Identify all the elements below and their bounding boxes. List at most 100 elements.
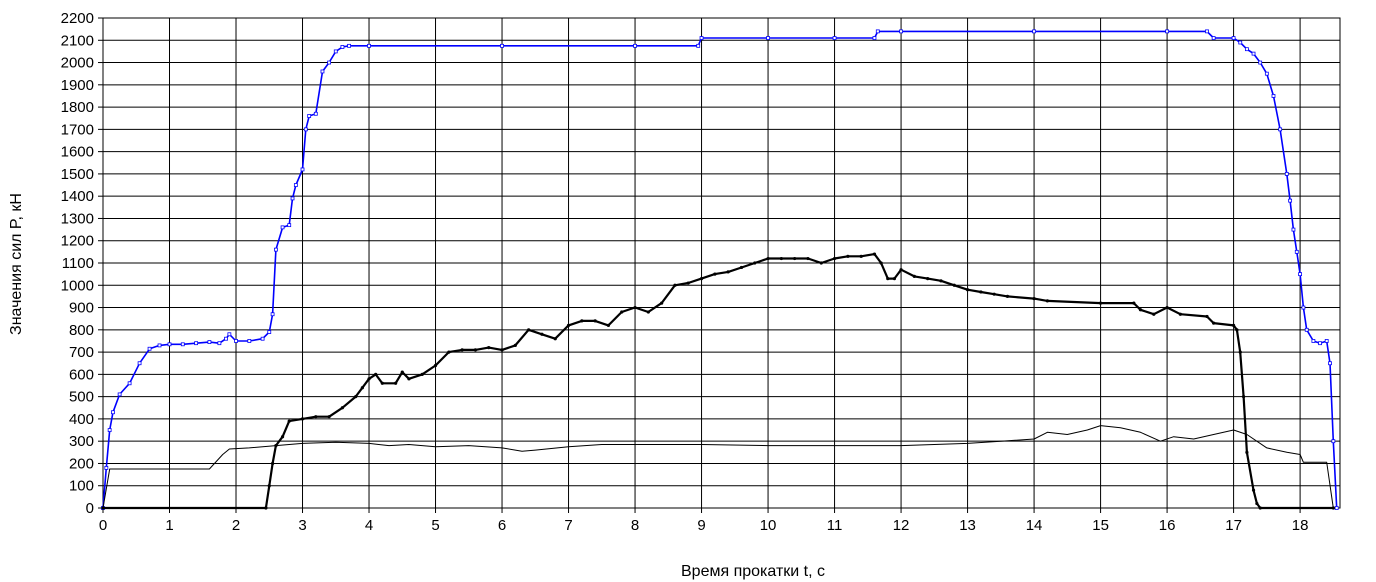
y-tick-label: 500 <box>69 389 94 406</box>
y-tick-label: 1400 <box>61 188 94 205</box>
series-2-point <box>1235 328 1239 332</box>
series-1-point <box>1264 71 1269 76</box>
x-axis-title: Время прокатки t, с <box>681 563 825 580</box>
series-2-point <box>892 276 897 281</box>
series-2-point <box>646 310 650 314</box>
x-tick-label: 7 <box>564 517 572 534</box>
series-line-3 <box>102 425 1334 509</box>
y-tick-label: 400 <box>69 411 94 428</box>
series-2-point <box>726 270 730 274</box>
series-2-point <box>832 256 837 261</box>
x-tick-label: 3 <box>298 517 306 534</box>
series-1-point <box>699 36 704 40</box>
series-2-point <box>886 276 890 281</box>
y-tick-label: 0 <box>86 500 94 517</box>
series-2-point <box>473 348 478 352</box>
series-1-point <box>307 114 312 118</box>
y-tick-label: 1200 <box>61 233 94 250</box>
series-2-point <box>753 261 757 265</box>
y-tick-label: 1900 <box>61 77 94 94</box>
series-2-point <box>1152 312 1156 316</box>
series-2-point <box>1138 308 1143 312</box>
series-1-point <box>234 339 238 343</box>
series-1-point <box>327 60 332 65</box>
series-2-point <box>899 268 903 272</box>
series-1-point <box>1205 29 1209 34</box>
series-2-point <box>1238 350 1242 354</box>
series-1-point <box>274 247 278 252</box>
series-1-point <box>1324 339 1329 343</box>
series-2-point <box>859 254 863 258</box>
series-2-point <box>1132 301 1136 305</box>
y-tick-label: 1700 <box>61 121 94 138</box>
series-1-point <box>500 43 504 48</box>
series-1-point <box>300 167 305 172</box>
series-1-point <box>1284 172 1289 176</box>
series-1-point <box>1304 327 1309 332</box>
y-tick-label: 800 <box>69 322 94 339</box>
series-2-point <box>1205 314 1209 319</box>
series-2-point <box>1098 301 1103 305</box>
series-2-point <box>314 415 318 419</box>
series-2-point <box>374 372 378 376</box>
x-tick-label: 4 <box>365 517 373 534</box>
series-2-point <box>580 319 584 323</box>
series-1-point <box>633 43 637 48</box>
series-1-point <box>280 225 285 230</box>
series-2-point <box>1045 299 1049 303</box>
y-tick-label: 300 <box>69 433 94 450</box>
series-2-point <box>926 276 930 281</box>
series-2-point <box>939 279 943 283</box>
x-tick-label: 15 <box>1092 517 1109 534</box>
x-tick-label: 2 <box>232 517 240 534</box>
series-1-point <box>696 43 701 48</box>
x-tick-label: 13 <box>959 517 976 534</box>
series-1-point <box>1251 51 1256 56</box>
series-2-point <box>952 283 956 287</box>
series-2-point <box>367 377 371 381</box>
series-1-point <box>766 36 770 40</box>
series-2-point <box>270 461 275 466</box>
x-tick-label: 10 <box>760 517 777 534</box>
series-2-point <box>606 323 611 327</box>
series-1-point <box>872 36 877 40</box>
series-2-point <box>380 381 384 385</box>
series-1-point <box>260 336 265 341</box>
series-1-point <box>287 223 292 228</box>
series-2-point <box>527 328 531 332</box>
series-2-point <box>965 288 970 292</box>
series-1-point <box>207 340 212 344</box>
series-2-point <box>407 377 411 381</box>
y-tick-labels: 0 100 200 300 400 500 600 700 800 900 1000 1100 1200… <box>61 10 94 517</box>
y-tick-label: 1800 <box>61 99 94 116</box>
series-2-point <box>766 256 770 261</box>
series-2-point <box>686 281 690 285</box>
x-tick-label: 16 <box>1159 517 1176 534</box>
x-tick-label: 11 <box>827 517 843 534</box>
series-2-point <box>739 265 744 270</box>
series-2-point <box>327 415 331 419</box>
series-2-point <box>513 343 517 348</box>
series-1-point <box>217 341 222 346</box>
series-2-point <box>500 348 504 352</box>
series-1-point <box>1331 439 1336 444</box>
y-tick-label: 2200 <box>61 10 94 27</box>
series-1-point <box>1258 60 1263 65</box>
x-tick-label: 9 <box>697 517 705 534</box>
series-1-point <box>1301 305 1306 310</box>
series-2-point <box>593 319 597 323</box>
series-2-point <box>992 292 996 296</box>
y-tick-label: 2000 <box>61 55 94 72</box>
series-2-point <box>267 484 271 488</box>
series-2-point <box>1165 305 1169 310</box>
series-2-point <box>699 276 704 281</box>
series-1-point <box>832 36 837 40</box>
series-1-point <box>117 392 122 397</box>
series-1-point <box>1238 40 1243 45</box>
series-2-point <box>633 305 637 310</box>
x-tick-label: 6 <box>498 517 506 534</box>
series-1-point <box>1291 227 1296 232</box>
series-2-point <box>879 261 883 265</box>
series-1-point <box>227 332 232 337</box>
